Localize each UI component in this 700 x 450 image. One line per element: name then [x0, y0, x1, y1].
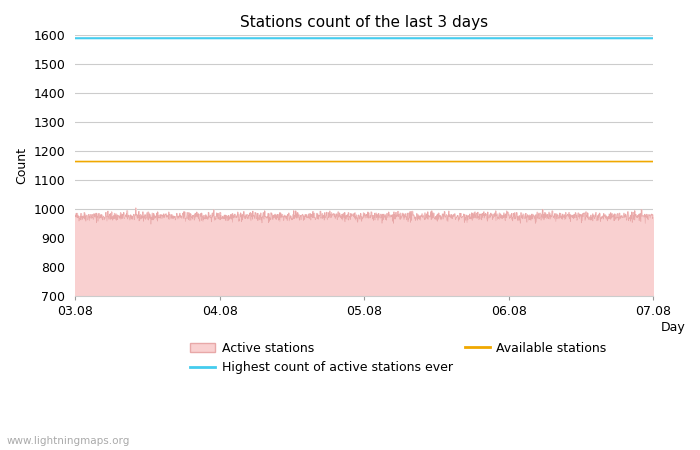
Text: Day: Day	[660, 321, 685, 334]
Legend: Active stations, Highest count of active stations ever, Available stations: Active stations, Highest count of active…	[186, 337, 612, 379]
Text: www.lightningmaps.org: www.lightningmaps.org	[7, 436, 130, 446]
Title: Stations count of the last 3 days: Stations count of the last 3 days	[240, 15, 489, 30]
Y-axis label: Count: Count	[15, 148, 28, 184]
